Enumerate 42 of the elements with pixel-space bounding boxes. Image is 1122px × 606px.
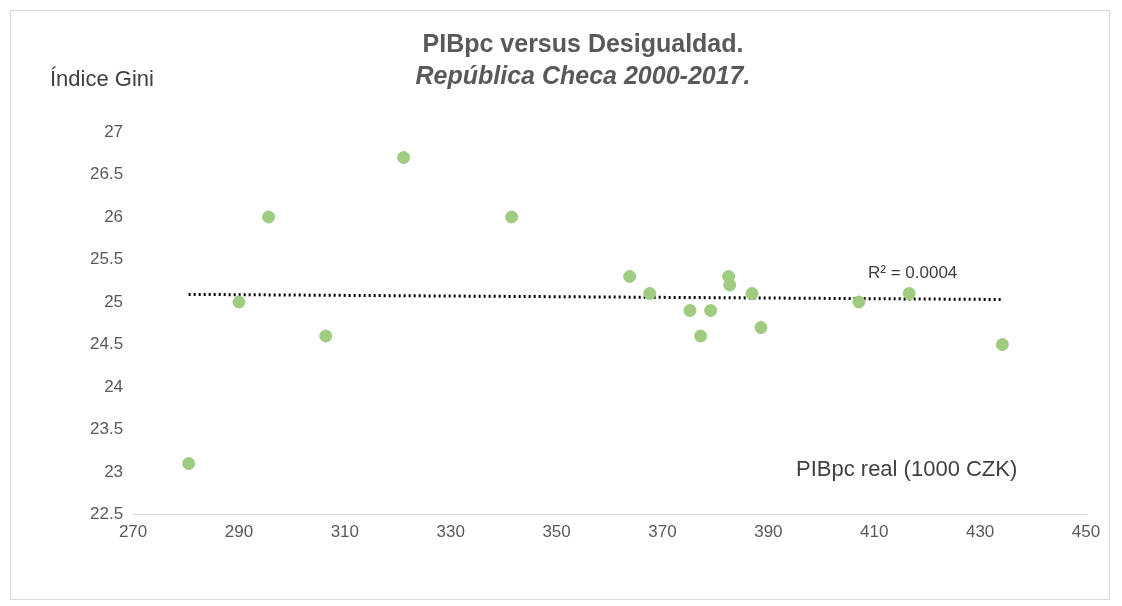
y-tick-label: 26 bbox=[104, 206, 124, 226]
point bbox=[182, 457, 196, 471]
y-tick-label: 23 bbox=[104, 461, 124, 481]
point bbox=[623, 270, 637, 284]
point bbox=[723, 278, 737, 292]
point bbox=[262, 210, 276, 224]
point bbox=[745, 287, 759, 301]
point bbox=[704, 304, 718, 318]
x-tick-label: 350 bbox=[542, 522, 571, 542]
y-tick-label: 23.5 bbox=[89, 419, 124, 439]
point bbox=[319, 329, 333, 343]
chart-title: PIBpc versus Desigualdad. bbox=[422, 28, 744, 57]
x-axis-title: PIBpc real (1000 CZK) bbox=[796, 456, 1018, 482]
y-tick-label: 27 bbox=[104, 121, 124, 141]
y-tick-label: 24 bbox=[104, 376, 124, 396]
chart-subtitle: República Checa 2000-2017. bbox=[415, 60, 751, 89]
point bbox=[902, 287, 916, 301]
point bbox=[995, 338, 1009, 352]
y-tick-label: 25.5 bbox=[89, 249, 124, 269]
y-tick-label: 22.5 bbox=[89, 504, 124, 524]
y-tick-label: 24.5 bbox=[89, 334, 124, 354]
x-tick-label: 450 bbox=[1071, 522, 1101, 542]
x-tick-label: 390 bbox=[754, 522, 783, 542]
y-tick-label: 25 bbox=[104, 291, 124, 311]
point bbox=[694, 329, 708, 343]
x-tick-label: 430 bbox=[965, 522, 995, 542]
y-tick-label: 26.5 bbox=[89, 164, 124, 184]
x-tick-label: 270 bbox=[118, 522, 148, 542]
y-axis-title: Índice Gini bbox=[50, 66, 154, 92]
x-tick-label: 330 bbox=[436, 522, 465, 542]
point bbox=[232, 295, 246, 309]
point bbox=[852, 295, 866, 309]
x-tick-label: 410 bbox=[860, 522, 889, 542]
annotation: R² = 0.0004 bbox=[868, 263, 958, 283]
point bbox=[505, 210, 519, 224]
x-tick-label: 370 bbox=[648, 522, 677, 542]
x-tick-label: 290 bbox=[224, 522, 254, 542]
x-tick-label: 310 bbox=[330, 522, 360, 542]
point bbox=[643, 287, 657, 301]
point bbox=[397, 151, 411, 165]
point bbox=[683, 304, 697, 318]
point bbox=[754, 321, 768, 335]
